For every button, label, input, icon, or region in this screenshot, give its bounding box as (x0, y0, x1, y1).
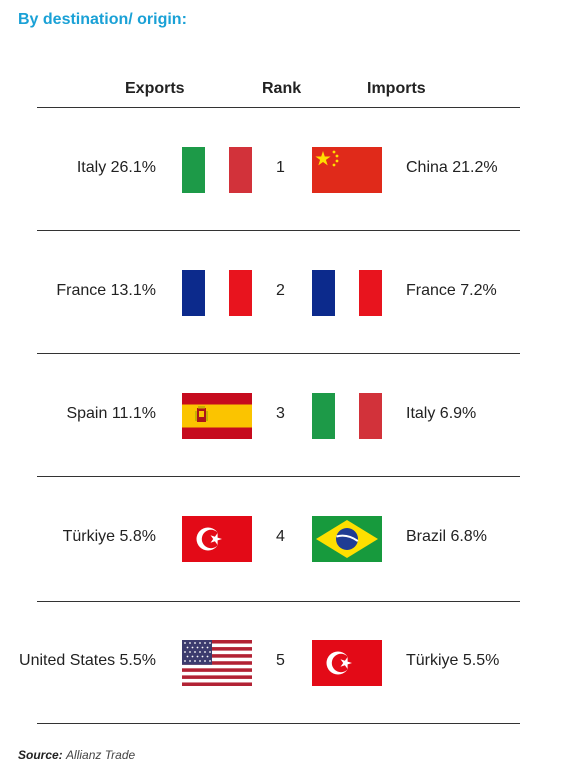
rank-number: 5 (276, 652, 285, 669)
china-flag-icon (312, 147, 382, 193)
table-row: France 13.1% 2 France 7.2% (0, 268, 577, 318)
imports-header: Imports (367, 80, 426, 97)
divider (37, 601, 520, 602)
usa-flag-icon (182, 640, 252, 686)
import-label: France 7.2% (406, 282, 497, 299)
turkiye-flag-icon (182, 516, 252, 562)
import-label: China 21.2% (406, 159, 498, 176)
table-row: Türkiye 5.8% 4 Brazil 6.8% (0, 514, 577, 564)
divider (37, 476, 520, 477)
turkiye-flag-icon (312, 640, 382, 686)
export-label: France 13.1% (56, 282, 156, 299)
page-title: By destination/ origin: (18, 11, 187, 28)
table-row: United States 5.5% 5 (0, 638, 577, 688)
divider (37, 107, 520, 108)
brazil-flag-icon (312, 516, 382, 562)
divider (37, 353, 520, 354)
source-label: Source: (18, 748, 63, 762)
import-label: Türkiye 5.5% (406, 652, 500, 669)
rank-number: 2 (276, 282, 285, 299)
rank-number: 3 (276, 405, 285, 422)
rank-header: Rank (262, 80, 302, 97)
divider (37, 230, 520, 231)
export-label: Italy 26.1% (76, 159, 156, 176)
export-label: Türkiye 5.8% (62, 528, 156, 545)
rank-number: 1 (276, 159, 285, 176)
exports-header: Exports (125, 80, 185, 97)
spain-flag-icon (182, 393, 252, 439)
france-flag-icon (312, 270, 382, 316)
italy-flag-icon (182, 147, 252, 193)
divider (37, 723, 520, 724)
france-flag-icon (182, 270, 252, 316)
source-value: Allianz Trade (66, 748, 136, 762)
export-label: United States 5.5% (19, 652, 156, 669)
table-row: Italy 26.1% 1 China 21.2% (0, 145, 577, 195)
import-label: Brazil 6.8% (406, 528, 487, 545)
table-row: Spain 11.1% 3 Italy 6.9% (0, 391, 577, 441)
source-note: Source: Allianz Trade (18, 748, 135, 762)
export-label: Spain 11.1% (66, 405, 156, 422)
rank-number: 4 (276, 528, 285, 545)
import-label: Italy 6.9% (406, 405, 477, 422)
italy-flag-icon (312, 393, 382, 439)
